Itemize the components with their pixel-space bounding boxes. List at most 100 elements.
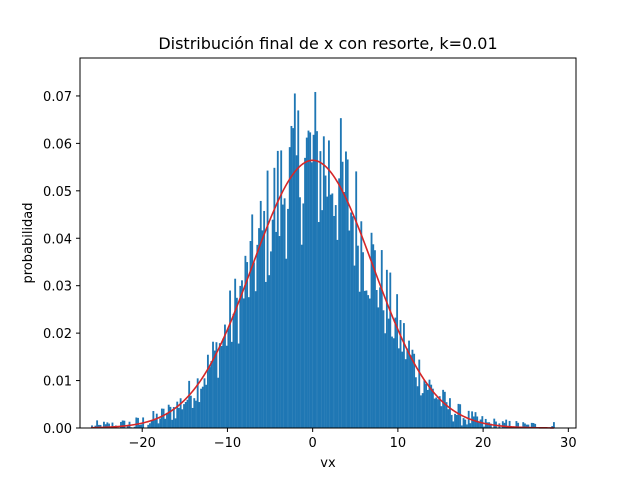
histogram-bar: [157, 423, 160, 428]
histogram-bar: [353, 265, 356, 428]
histogram-bar: [263, 210, 266, 428]
histogram-bar: [193, 398, 196, 428]
histogram-bar: [164, 418, 167, 428]
histogram-bar: [430, 384, 433, 428]
histogram-bar: [166, 412, 168, 428]
histogram-bar: [508, 420, 511, 428]
histogram-bar: [399, 320, 402, 428]
histogram-bar: [196, 378, 199, 428]
y-tick-label: 0.01: [43, 375, 72, 390]
y-tick-label: 0.06: [43, 137, 72, 152]
fit-curve: [91, 159, 554, 429]
histogram-bar: [503, 422, 506, 428]
histogram-bar: [324, 175, 327, 428]
histogram-bar: [230, 341, 233, 428]
x-tick-label: 0: [309, 436, 317, 451]
histogram-bar: [295, 155, 298, 429]
histogram-bar: [222, 338, 225, 428]
histogram-bar: [283, 198, 286, 428]
histogram-bar: [401, 351, 404, 428]
histogram-bar: [234, 278, 237, 428]
histogram-bar: [409, 355, 412, 428]
histogram-bar: [253, 262, 255, 428]
histogram-bar: [431, 388, 434, 428]
histogram-bar: [355, 171, 358, 428]
histogram-bar: [452, 421, 455, 428]
histogram-bar: [530, 422, 533, 428]
histogram-bar: [268, 275, 271, 428]
histogram-bar: [392, 338, 395, 428]
histogram-bar: [133, 426, 136, 428]
histogram-bar: [493, 418, 496, 428]
histogram-bar: [169, 406, 172, 428]
histogram-bar: [462, 418, 465, 428]
histogram-bar: [317, 222, 320, 428]
histogram-bar: [321, 210, 324, 428]
histogram-bar: [251, 214, 254, 428]
histogram-bar: [552, 422, 555, 428]
histogram-bar: [408, 340, 410, 428]
histogram-bar: [416, 386, 419, 428]
histogram-bar: [186, 399, 189, 428]
histogram-bar: [200, 388, 203, 428]
histogram-bar: [397, 348, 400, 428]
histogram-bar: [285, 258, 288, 428]
histogram-bar: [481, 416, 484, 428]
histogram-bar: [140, 424, 143, 428]
histogram-bar: [338, 178, 341, 428]
histogram-bar: [273, 167, 276, 428]
histogram-bar: [299, 197, 301, 428]
histogram-bar: [356, 245, 359, 428]
histogram-bar: [459, 404, 462, 428]
histogram-bar: [167, 404, 170, 428]
histogram-bar: [232, 313, 235, 428]
histogram-bar: [460, 425, 463, 428]
histogram-bar: [270, 251, 272, 428]
histogram-bar: [210, 361, 213, 428]
histogram-bar: [254, 291, 257, 428]
histogram-bar: [380, 250, 383, 428]
histogram-bar: [524, 423, 526, 428]
histogram-bar: [527, 424, 530, 428]
histogram-bar: [368, 298, 371, 428]
histogram-bar: [288, 147, 291, 428]
histogram-bar: [360, 221, 363, 428]
histogram-bar: [292, 128, 295, 429]
histogram-bar: [106, 422, 109, 428]
histogram-bar: [178, 407, 180, 428]
x-tick-label: −20: [128, 436, 155, 451]
histogram-bar: [96, 420, 99, 428]
histogram-bar: [377, 307, 380, 428]
histogram-bar: [103, 421, 105, 428]
histogram-bar: [91, 425, 93, 428]
histogram-bar: [421, 393, 424, 428]
histogram-bar: [276, 150, 279, 428]
histogram-bar: [239, 285, 242, 428]
histogram-bar: [215, 342, 218, 428]
histogram-bar: [176, 401, 179, 428]
histogram-bar: [111, 422, 114, 428]
histogram-bar: [333, 216, 335, 428]
chart-title: Distribución final de x con resorte, k=0…: [158, 34, 497, 53]
histogram-bar: [147, 424, 150, 428]
histogram-bar: [99, 424, 102, 428]
histogram-bar: [442, 389, 445, 428]
histogram-bar: [198, 402, 201, 428]
histogram-bar: [375, 290, 378, 428]
y-axis-label: probabilidad: [21, 202, 36, 283]
histogram-bar: [404, 359, 407, 428]
histogram-bar: [403, 323, 405, 428]
histogram-bar: [220, 346, 223, 428]
histogram-bar: [212, 341, 214, 428]
x-tick-label: −10: [214, 436, 241, 451]
histogram-bar: [159, 418, 162, 428]
histogram-bar: [525, 424, 528, 428]
histogram-bar: [348, 230, 351, 428]
histogram-bar: [229, 290, 231, 428]
histogram-bar: [224, 324, 226, 428]
histogram-bar: [447, 409, 450, 428]
histogram-bar: [120, 421, 122, 428]
histogram-bar: [237, 343, 240, 428]
y-tick-label: 0.03: [43, 280, 72, 295]
